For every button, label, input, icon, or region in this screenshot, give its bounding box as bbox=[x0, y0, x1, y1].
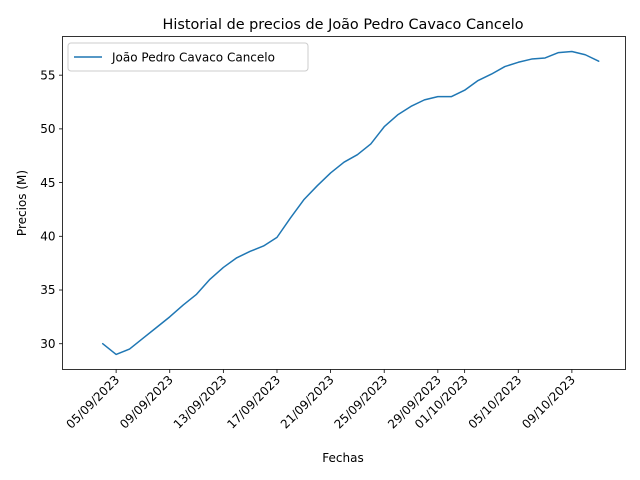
legend-label: João Pedro Cavaco Cancelo bbox=[111, 51, 275, 65]
y-tick-label: 45 bbox=[40, 176, 55, 190]
y-tick-label: 50 bbox=[40, 122, 55, 136]
y-tick-label: 30 bbox=[40, 337, 55, 351]
series-line bbox=[101, 50, 600, 356]
legend-box bbox=[67, 42, 309, 72]
y-tick-label: 35 bbox=[40, 283, 55, 297]
y-tick-label: 40 bbox=[40, 230, 55, 244]
y-axis: 30 35 40 45 50 55 bbox=[40, 68, 63, 351]
axes-frame bbox=[62, 36, 626, 370]
y-tick-label: 55 bbox=[40, 68, 55, 82]
y-axis-label: Precios (M) bbox=[15, 170, 29, 236]
legend: João Pedro Cavaco Cancelo bbox=[67, 42, 309, 72]
x-axis-label: Fechas bbox=[322, 451, 363, 465]
chart-title: Historial de precios de João Pedro Cavac… bbox=[163, 17, 524, 33]
